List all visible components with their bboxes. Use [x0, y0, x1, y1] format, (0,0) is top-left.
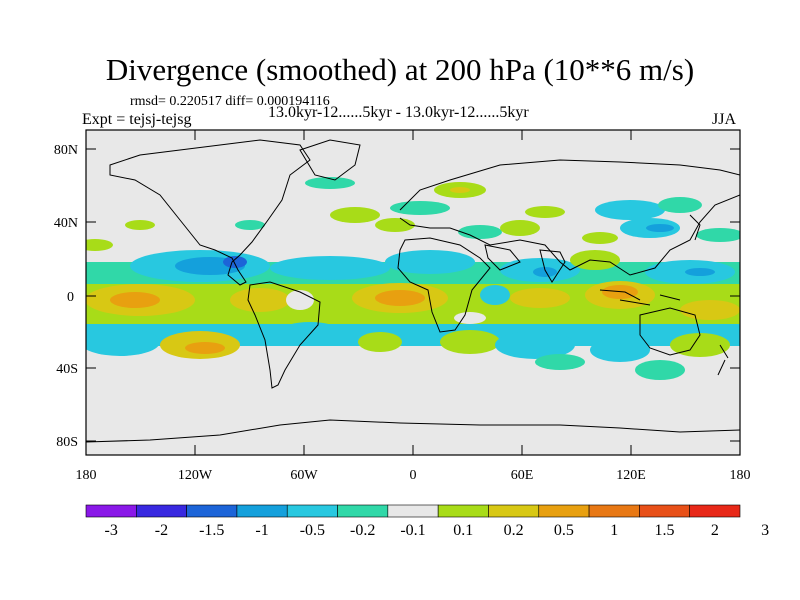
lat-label: 80S — [56, 435, 78, 450]
season-label: JJA — [712, 111, 737, 128]
colorbar-swatch — [85, 504, 137, 518]
lon-label: 180 — [76, 468, 97, 483]
tropical-band-cyan — [86, 250, 740, 284]
colorbar-label: -0.1 — [400, 522, 425, 539]
colorbar-label: 1 — [610, 522, 618, 539]
colorbar-label: 3 — [761, 522, 769, 539]
lon-label: 180 — [730, 468, 751, 483]
colorbar-label: -1.5 — [199, 522, 224, 539]
lon-label: 60E — [511, 468, 534, 483]
southern-band-cyan — [86, 324, 740, 380]
latitude-ticks — [86, 148, 740, 442]
chart-title: Divergence (smoothed) at 200 hPa (10**6 … — [105, 52, 695, 87]
colorbar-swatch — [286, 504, 338, 518]
longitude-ticks — [85, 130, 632, 455]
colorbar-labels: -3 -2 -1.5 -1 -0.5 -0.2 -0.1 0.1 0.2 0.5 1 1.5 2 3 — [104, 522, 769, 539]
colorbar-swatch — [437, 504, 489, 518]
stats-text: rmsd= 0.220517 diff= 0.000194116 — [130, 94, 330, 109]
divergence-field — [86, 177, 740, 380]
colorbar-swatch — [488, 504, 540, 518]
colorbar-label: 0.5 — [554, 522, 574, 539]
colorbar-swatch — [136, 504, 187, 518]
lon-label: 0 — [410, 468, 417, 483]
colorbar-label: 1.5 — [655, 522, 675, 539]
colorbar-label: -2 — [155, 522, 168, 539]
lon-label: 60W — [290, 468, 318, 483]
subtitle: 13.0kyr-12......5kyr - 13.0kyr-12......5… — [268, 104, 529, 121]
colorbar-swatch — [639, 504, 690, 518]
experiment-label: Expt = tejsj-tejsg — [82, 111, 192, 128]
colorbar-swatch — [387, 504, 439, 518]
colorbar-label: -3 — [104, 522, 117, 539]
colorbar-swatch — [337, 504, 389, 518]
colorbar — [85, 504, 741, 518]
lat-label: 40S — [56, 362, 78, 377]
lat-label: 80N — [54, 143, 78, 158]
northern-band-green — [86, 177, 740, 251]
colorbar-label: -0.5 — [300, 522, 325, 539]
lon-label: 120W — [178, 468, 213, 483]
colorbar-swatch — [186, 504, 238, 518]
colorbar-label: 0.1 — [453, 522, 473, 539]
lat-label: 40N — [54, 216, 78, 231]
coastlines — [86, 139, 740, 443]
southern-band-orange — [86, 281, 740, 338]
colorbar-swatch — [588, 504, 640, 518]
colorbar-label: -1 — [255, 522, 268, 539]
colorbar-label: 0.2 — [504, 522, 524, 539]
colorbar-swatch — [236, 504, 288, 518]
colorbar-swatch — [538, 504, 590, 518]
colorbar-label: -0.2 — [350, 522, 375, 539]
longitude-labels: 180 120W 60W 0 60E 120E 180 — [76, 468, 751, 483]
colorbar-label: 2 — [711, 522, 719, 539]
lat-label: 0 — [67, 290, 74, 305]
lon-label: 120E — [616, 468, 646, 483]
latitude-labels: 80N 40N 0 40S 80S — [54, 143, 78, 450]
colorbar-swatch — [689, 504, 741, 518]
